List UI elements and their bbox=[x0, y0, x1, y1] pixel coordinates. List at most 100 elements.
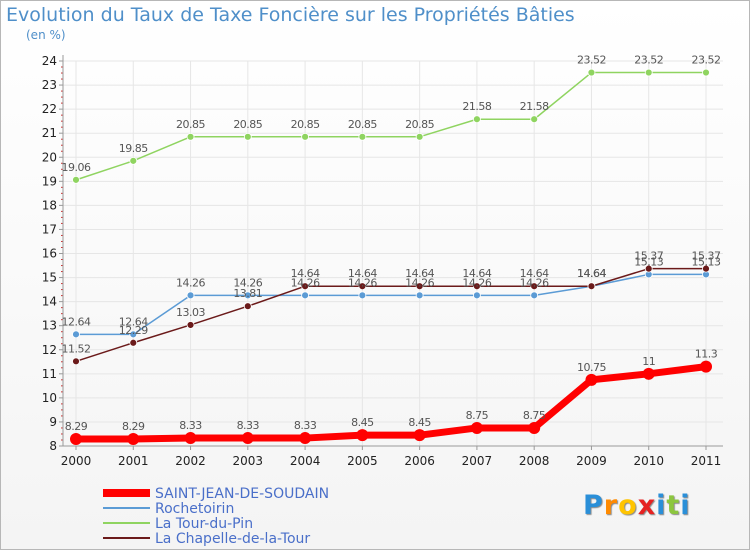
logo-letter: P bbox=[583, 490, 604, 521]
y-tick-label: 12 bbox=[42, 343, 57, 357]
data-label: 14.26 bbox=[348, 276, 377, 289]
data-label: 15.37 bbox=[692, 250, 721, 263]
y-tick-label: 21 bbox=[42, 126, 57, 140]
data-label: 15.37 bbox=[634, 250, 663, 263]
data-point bbox=[186, 321, 195, 329]
data-point bbox=[243, 132, 252, 141]
y-tick-label: 20 bbox=[42, 150, 57, 164]
x-tick-label: 2004 bbox=[290, 454, 321, 468]
data-label: 14.26 bbox=[233, 276, 262, 289]
data-point bbox=[243, 291, 252, 300]
data-label: 21.58 bbox=[520, 100, 549, 113]
data-point bbox=[299, 432, 312, 445]
data-label: 15.13 bbox=[634, 255, 663, 268]
series bbox=[70, 68, 712, 446]
data-label: 19.06 bbox=[62, 161, 91, 174]
x-tick-label: 2007 bbox=[462, 454, 493, 468]
data-label: 8.75 bbox=[466, 409, 489, 422]
data-point bbox=[473, 115, 481, 124]
data-point bbox=[473, 282, 481, 291]
data-point bbox=[415, 282, 424, 291]
data-label: 14.64 bbox=[577, 267, 606, 280]
data-point bbox=[72, 357, 80, 366]
logo-letter: r bbox=[603, 490, 619, 521]
data-label: 14.26 bbox=[520, 276, 549, 289]
data-label: 8.33 bbox=[294, 419, 317, 432]
data-label: 14.26 bbox=[176, 276, 205, 289]
data-label: 14.64 bbox=[462, 267, 491, 280]
data-point bbox=[301, 282, 309, 291]
data-point bbox=[186, 291, 195, 300]
data-point bbox=[301, 132, 309, 141]
data-point bbox=[129, 156, 138, 165]
y-tick-label: 14 bbox=[42, 295, 57, 309]
y-tick-label: 10 bbox=[42, 391, 57, 405]
data-point bbox=[644, 68, 653, 77]
data-label: 14.64 bbox=[405, 267, 434, 280]
data-point bbox=[358, 132, 367, 141]
data-label: 14.64 bbox=[520, 267, 549, 280]
data-point bbox=[528, 421, 541, 434]
data-label: 21.58 bbox=[462, 100, 491, 113]
x-tick-label: 2008 bbox=[519, 454, 550, 468]
data-point bbox=[470, 421, 483, 434]
data-label: 10.75 bbox=[577, 361, 606, 374]
legend-label: La Chapelle-de-la-Tour bbox=[155, 531, 310, 547]
series-line bbox=[76, 273, 706, 336]
x-tick-label: 2006 bbox=[404, 454, 435, 468]
y-tick-label: 19 bbox=[42, 174, 57, 188]
data-label: 15.13 bbox=[692, 255, 721, 268]
data-point bbox=[129, 338, 138, 347]
data-point bbox=[702, 68, 710, 77]
y-tick-label: 23 bbox=[42, 78, 57, 92]
legend-label: SAINT-JEAN-DE-SOUDAIN bbox=[155, 486, 329, 502]
data-point bbox=[241, 432, 254, 445]
data-point bbox=[72, 330, 80, 339]
data-point bbox=[587, 68, 596, 77]
data-label: 8.45 bbox=[408, 416, 431, 429]
data-label: 8.33 bbox=[179, 419, 202, 432]
data-point bbox=[129, 330, 138, 339]
x-tick-label: 2011 bbox=[691, 454, 722, 468]
x-tick-label: 2010 bbox=[633, 454, 664, 468]
series-line bbox=[75, 71, 706, 181]
y-tick-label: 9 bbox=[49, 415, 57, 429]
logo-letter: i bbox=[680, 490, 691, 521]
data-label: 11 bbox=[642, 355, 655, 368]
legend-label: La Tour-du-Pin bbox=[155, 516, 253, 532]
data-point bbox=[644, 264, 653, 273]
data-label: 14.26 bbox=[462, 276, 491, 289]
data-point bbox=[415, 132, 424, 141]
data-label: 20.85 bbox=[233, 118, 262, 131]
data-point bbox=[587, 282, 596, 291]
data-label: 8.75 bbox=[523, 409, 546, 422]
data-label: 13.81 bbox=[233, 287, 262, 300]
data-point bbox=[72, 175, 80, 184]
data-point bbox=[413, 429, 426, 442]
data-point bbox=[127, 433, 140, 446]
data-label: 8.29 bbox=[65, 420, 88, 433]
data-point bbox=[301, 291, 309, 300]
data-label: 14.26 bbox=[405, 276, 434, 289]
data-label: 19.85 bbox=[119, 142, 148, 155]
x-tick-label: 2000 bbox=[61, 454, 92, 468]
data-label: 14.26 bbox=[291, 276, 320, 289]
unit-label: (en %) bbox=[26, 28, 66, 42]
data-label: 12.29 bbox=[119, 324, 148, 337]
data-label: 14.64 bbox=[291, 267, 320, 280]
logo-letter: o bbox=[618, 490, 638, 521]
data-label: 20.85 bbox=[405, 118, 434, 131]
data-label: 23.52 bbox=[692, 54, 721, 67]
proxiti-logo: Proxiti bbox=[583, 490, 691, 521]
data-point bbox=[358, 291, 367, 300]
data-point bbox=[473, 291, 481, 300]
data-label: 8.45 bbox=[351, 416, 374, 429]
chart-title: Evolution du Taux de Taxe Foncière sur l… bbox=[6, 4, 575, 26]
series-line bbox=[76, 363, 707, 443]
y-tick-label: 8 bbox=[49, 439, 57, 453]
y-tick-label: 24 bbox=[42, 54, 57, 68]
data-label: 23.52 bbox=[634, 54, 663, 67]
